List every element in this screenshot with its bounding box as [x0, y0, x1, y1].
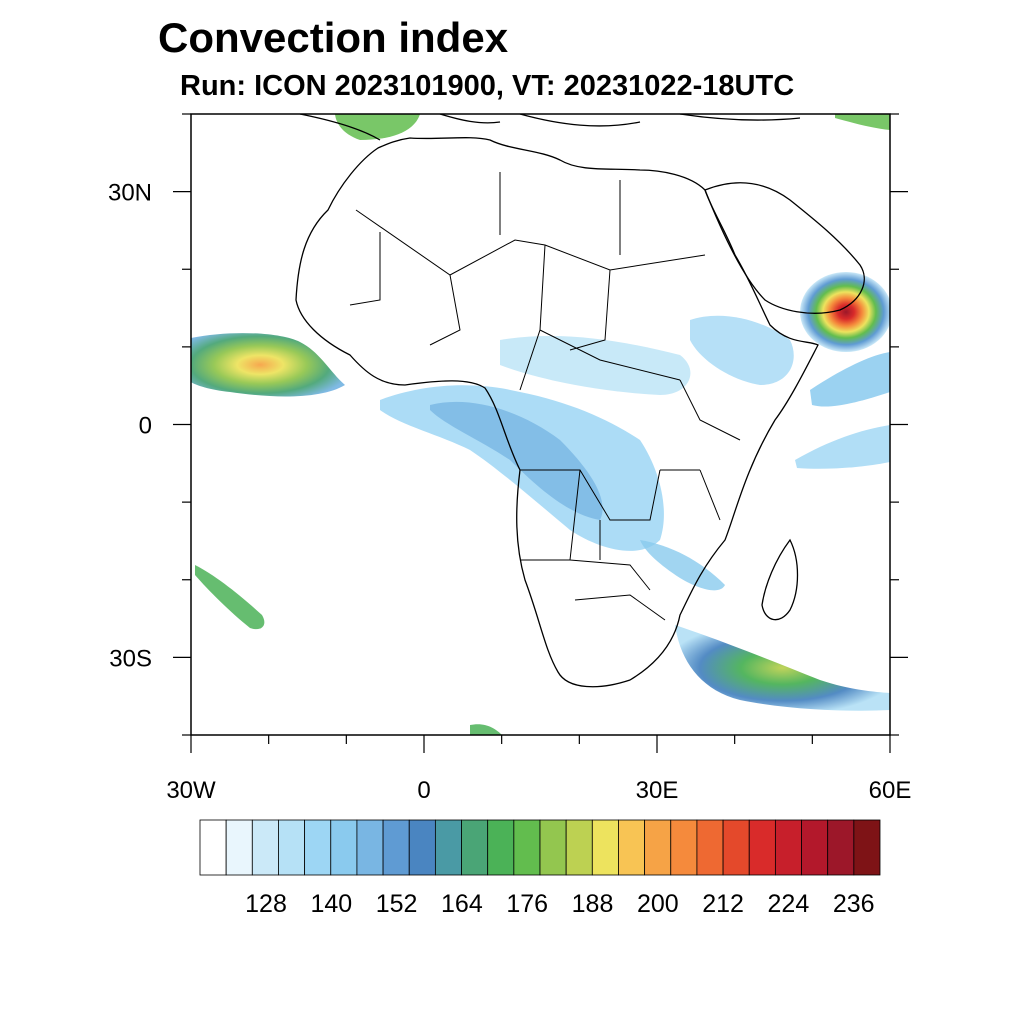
- colorbar-label: 152: [376, 890, 418, 918]
- colorbar-swatch: [382, 819, 410, 876]
- colorbar-label: 164: [441, 890, 483, 918]
- colorbar-swatch: [199, 819, 227, 876]
- colorbar-swatch: [853, 819, 881, 876]
- colorbar-swatch: [670, 819, 698, 876]
- y-tick-label: 0: [139, 413, 152, 440]
- convection-ethiopia: [690, 315, 794, 385]
- colorbar-swatch: [801, 819, 829, 876]
- convection-sahel-band: [500, 335, 691, 395]
- colorbar-label: 140: [310, 890, 352, 918]
- europe-coastline: [299, 114, 801, 141]
- convection-north-east: [835, 114, 890, 130]
- country-borders: [349, 172, 741, 621]
- colorbar-labels: 128 140 152 164 176 188 200 212 224 236: [245, 890, 874, 918]
- colorbar-swatch: [461, 819, 489, 876]
- map-title: Convection index: [158, 14, 509, 61]
- colorbar-swatch: [330, 819, 358, 876]
- convection-cyclone: [800, 272, 890, 352]
- coastlines: [295, 114, 865, 688]
- convection-mozambique: [640, 540, 725, 591]
- convection-cyclone-tail: [810, 352, 890, 407]
- convection-south-east-band: [675, 625, 890, 711]
- colorbar-swatch: [513, 819, 541, 876]
- madagascar-coastline: [761, 538, 799, 621]
- colorbar-swatch: [408, 819, 436, 876]
- colorbar-swatch: [748, 819, 776, 876]
- arabia-coastline: [704, 182, 865, 314]
- colorbar-swatch: [722, 819, 750, 876]
- colorbar-label: 128: [245, 890, 287, 918]
- convection-west-africa-offshore: [191, 333, 345, 397]
- colorbar-swatch: [618, 819, 646, 876]
- colorbar-swatch: [591, 819, 619, 876]
- colorbar-swatch: [251, 819, 279, 876]
- africa-coastline: [295, 137, 819, 688]
- colorbar-label: 188: [572, 890, 614, 918]
- convection-south-atlantic: [195, 565, 265, 630]
- y-tick-label: 30N: [108, 180, 152, 207]
- x-tick-label: 0: [417, 777, 430, 804]
- colorbar-swatch: [539, 819, 567, 876]
- x-tick-label: 30E: [636, 777, 679, 804]
- map-subtitle: Run: ICON 2023101900, VT: 20231022-18UTC: [180, 70, 795, 102]
- convection-atlantic-south-small: [470, 724, 502, 735]
- colorbar-swatch: [356, 819, 384, 876]
- colorbar-label: 236: [833, 890, 875, 918]
- colorbar-swatch: [827, 819, 855, 876]
- x-tick-label: 30W: [166, 777, 216, 804]
- colorbar-swatch: [304, 819, 332, 876]
- colorbar: [199, 819, 881, 876]
- colorbar-swatch: [434, 819, 462, 876]
- colorbar-swatch: [696, 819, 724, 876]
- colorbar-swatch: [644, 819, 672, 876]
- convection-mediterranean: [335, 114, 420, 140]
- colorbar-swatch: [565, 819, 593, 876]
- axis-tick-labels: 30W 0 30E 60E 30N 0 30S: [108, 180, 911, 804]
- colorbar-label: 176: [506, 890, 548, 918]
- colorbar-swatch: [774, 819, 802, 876]
- y-tick-label: 30S: [109, 645, 152, 672]
- axis-ticks: [173, 113, 908, 753]
- convection-indian-ocean: [795, 425, 890, 469]
- colorbar-label: 200: [637, 890, 679, 918]
- x-tick-label: 60E: [869, 777, 912, 804]
- colorbar-swatch: [278, 819, 306, 876]
- colorbar-label: 224: [768, 890, 810, 918]
- colorbar-swatch: [225, 819, 253, 876]
- colorbar-label: 212: [702, 890, 744, 918]
- convection-field: [191, 114, 890, 735]
- colorbar-swatch: [487, 819, 515, 876]
